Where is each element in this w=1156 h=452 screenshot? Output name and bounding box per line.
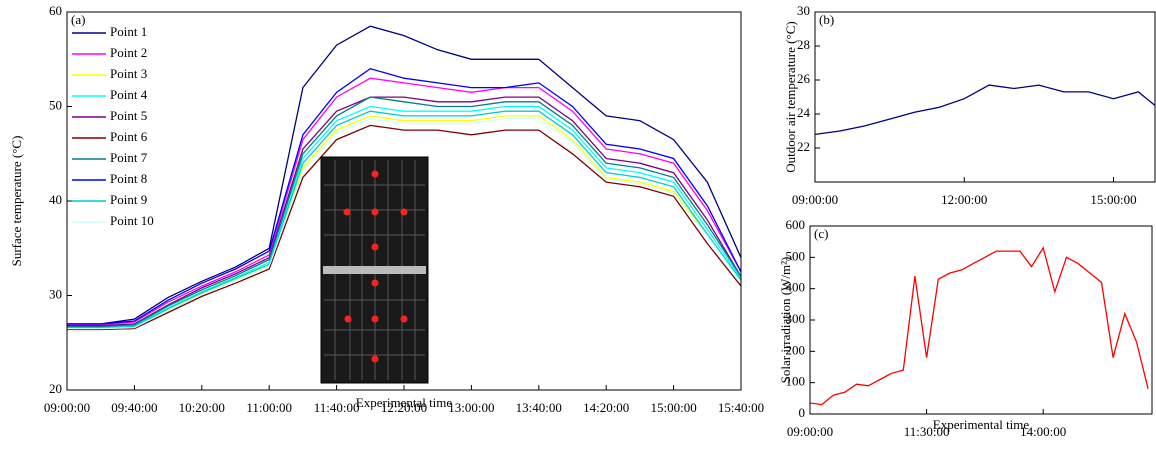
legend-label: Point 6 — [110, 129, 148, 144]
x-tick-label: 15:00:00 — [1090, 192, 1136, 207]
data-line — [67, 67, 741, 325]
legend-label: Point 10 — [110, 213, 154, 228]
legend-label: Point 4 — [110, 87, 148, 102]
x-tick-label: 14:00:00 — [1020, 424, 1066, 439]
inset-photo — [320, 156, 429, 384]
y-tick-label: 50 — [49, 97, 62, 112]
legend-label: Point 5 — [110, 108, 147, 123]
data-line — [67, 124, 741, 331]
x-tick-label: 09:00:00 — [787, 424, 833, 439]
legend-label: Point 3 — [110, 66, 147, 81]
panel-label: (c) — [814, 226, 828, 241]
plot-frame — [814, 11, 1156, 183]
y-tick-label: 30 — [49, 286, 62, 301]
data-line — [67, 96, 741, 327]
y-axis-title: Surface temperature (°C) — [9, 136, 24, 267]
y-tick-label: 20 — [49, 381, 62, 396]
legend-label: Point 2 — [110, 45, 147, 60]
legend-label: Point 7 — [110, 150, 148, 165]
y-tick-label: 300 — [786, 311, 806, 326]
y-tick-label: 40 — [49, 192, 62, 207]
x-tick-label: 12:00:00 — [941, 192, 987, 207]
x-tick-label: 14:20:00 — [583, 400, 629, 415]
y-tick-label: 30 — [797, 3, 810, 18]
y-tick-label: 100 — [786, 374, 806, 389]
x-tick-label: 13:00:00 — [448, 400, 494, 415]
x-tick-label: 09:40:00 — [111, 400, 157, 415]
data-line — [67, 25, 741, 325]
data-line — [815, 84, 1155, 136]
x-tick-label: 13:40:00 — [516, 400, 562, 415]
y-tick-label: 500 — [786, 248, 806, 263]
panel-label: (a) — [71, 12, 85, 27]
x-tick-label: 11:30:00 — [904, 424, 950, 439]
data-line — [67, 77, 741, 326]
data-line — [810, 246, 1149, 406]
y-axis-title: Outdoor air temperature (°C) — [783, 21, 798, 172]
x-tick-label: 09:00:00 — [792, 192, 838, 207]
y-tick-label: 28 — [797, 37, 810, 52]
data-line — [67, 96, 741, 328]
x-axis-title: Experimental time — [933, 417, 1030, 432]
x-tick-label: 11:00:00 — [246, 400, 292, 415]
legend-label: Point 9 — [110, 192, 147, 207]
x-tick-label: 10:20:00 — [179, 400, 225, 415]
y-tick-label: 24 — [797, 105, 811, 120]
panel-label: (b) — [819, 12, 834, 27]
x-tick-label: 11:40:00 — [314, 400, 360, 415]
x-axis-title: Experimental time — [356, 395, 453, 410]
y-axis-title: Solar irradiation (W/m²) — [778, 257, 793, 384]
y-tick-label: 600 — [786, 217, 806, 232]
data-line — [67, 118, 741, 330]
y-tick-label: 400 — [786, 280, 806, 295]
plot-frame — [809, 225, 1153, 415]
data-line — [67, 110, 741, 329]
y-tick-label: 200 — [786, 342, 806, 357]
legend-label: Point 1 — [110, 24, 147, 39]
data-line — [67, 105, 741, 329]
x-tick-label: 15:00:00 — [650, 400, 696, 415]
y-tick-label: 26 — [797, 71, 811, 86]
data-line — [67, 115, 741, 330]
x-tick-label: 09:00:00 — [44, 400, 90, 415]
y-tick-label: 22 — [797, 139, 810, 154]
x-tick-label: 15:40:00 — [718, 400, 764, 415]
y-tick-label: 0 — [799, 405, 806, 420]
x-tick-label: 12:20:00 — [381, 400, 427, 415]
y-tick-label: 60 — [49, 3, 62, 18]
legend-label: Point 8 — [110, 171, 147, 186]
